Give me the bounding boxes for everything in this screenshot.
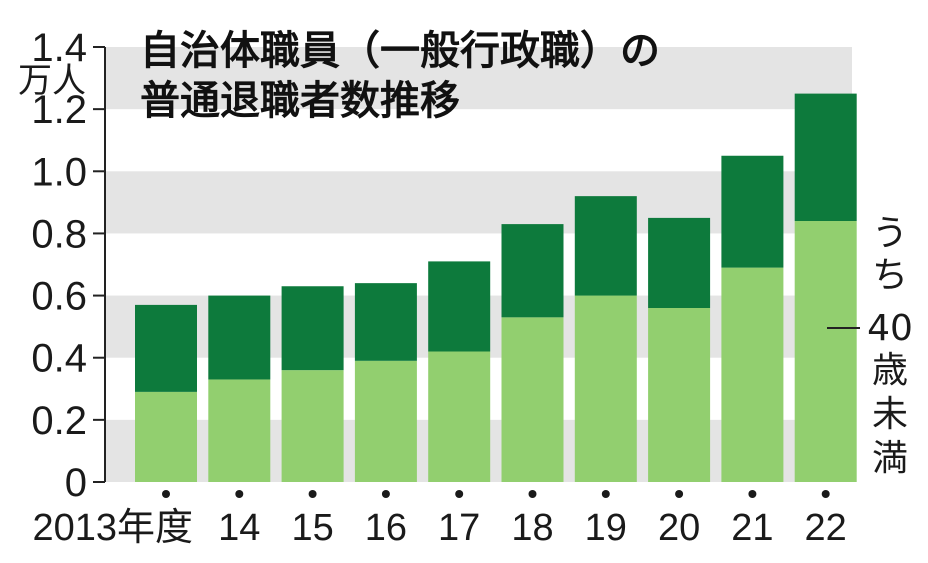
legend-char: 満 [872,438,908,479]
x-dot-marker [235,490,244,498]
legend-char: ち [872,255,908,296]
unit-label: 万人 [18,61,86,101]
bar-under-40 [428,351,491,482]
bar-40-and-over [281,286,344,371]
chart-title-line-2: 普通退職者数推移 [140,78,460,124]
x-tick-label: 21 [731,507,773,549]
y-tick-label: 0.4 [31,337,87,381]
legend-char: 歳 [872,350,908,391]
bar-under-40 [501,317,564,482]
bars [135,93,857,482]
bar-under-40 [574,295,637,482]
y-tick-label: 1.4 [31,26,87,70]
bar-40-and-over [721,155,784,268]
x-dot-marker [601,490,610,498]
bar-under-40 [281,370,344,482]
bar-under-40 [648,308,711,482]
y-tick-label: 1.2 [31,88,87,132]
x-tick-label: 15 [291,507,333,549]
x-dot-marker [308,490,317,498]
y-axis [93,46,106,483]
chart-title-line-1: 自治体職員（一般行政職）の [140,28,660,74]
gray-band [105,47,852,110]
x-dot-marker [748,490,757,498]
x-tick-label: 14 [218,507,260,549]
x-dot-marker [675,490,684,498]
x-tick-label: 18 [511,507,553,549]
y-tick-label: 0.8 [31,212,87,256]
x-dot-marker [528,490,537,498]
bar-40-and-over [135,304,197,392]
x-tick-label: 16 [365,507,407,549]
legend-char: う [872,213,908,254]
bar-under-40 [721,267,784,482]
x-tick-label: 19 [585,507,627,549]
legend-char: 40 [867,308,913,349]
x-tick-labels: 2013年度 14 15 16 17 18 19 20 21 22 [32,490,847,549]
bar-under-40 [135,391,197,482]
x-tick-label: 20 [658,507,700,549]
x-tick-label: 2013年度 [32,507,193,549]
x-dot-marker [821,490,830,498]
x-tick-label: 17 [438,507,480,549]
bar-under-40 [208,379,271,482]
bar-40-and-over [574,196,637,296]
y-tick-labels: 0 0.2 0.4 0.6 0.8 1.0 1.2 1.4 [31,26,87,505]
bar-40-and-over [208,295,271,380]
bar-40-and-over [648,217,711,308]
y-tick-label: 1.0 [31,150,87,194]
x-dot-marker [381,490,390,498]
bar-under-40 [354,360,417,482]
x-dot-marker [162,490,170,498]
bar-under-40 [794,221,857,482]
bar-40-and-over [428,261,491,352]
bar-40-and-over [354,283,417,361]
x-tick-label: 22 [805,507,847,549]
y-tick-label: 0.6 [31,275,87,319]
legend-char: 未 [872,394,908,435]
bar-40-and-over [794,93,857,221]
x-dot-marker [455,490,464,498]
bar-40-and-over [501,224,564,318]
y-tick-label: 0 [65,461,87,505]
y-tick-label: 0.2 [31,399,87,443]
